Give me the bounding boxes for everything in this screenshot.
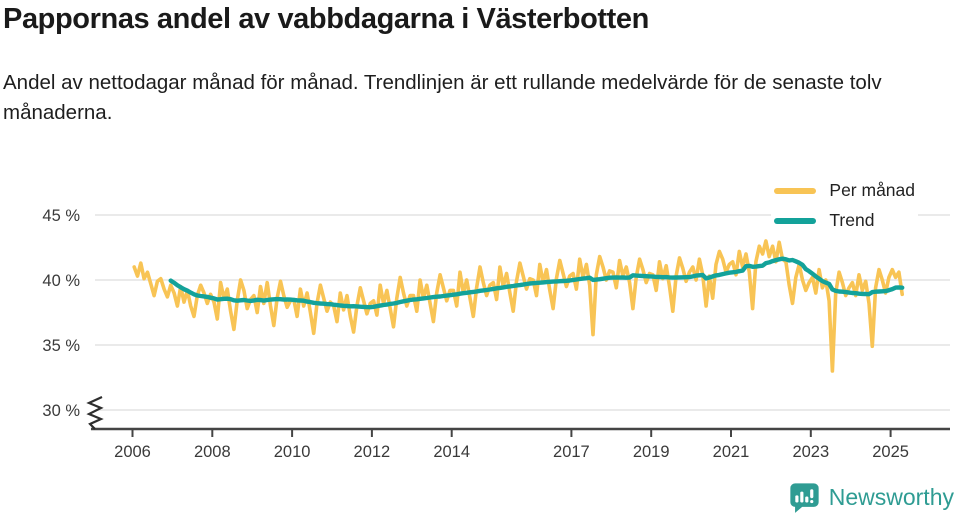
- y-axis-label-40: 40 %: [42, 272, 80, 290]
- trend-line: [168, 256, 905, 310]
- legend-label: Trend: [829, 210, 875, 230]
- newsworthy-chart-bubble-icon: [790, 483, 819, 513]
- legend-item-trend: Trend: [771, 208, 918, 233]
- x-axis-label-2019: 2019: [633, 443, 670, 461]
- x-axis-label-2008: 2008: [194, 443, 231, 461]
- line-swatch-yellow-icon: [774, 187, 817, 194]
- brand-name: Newsworthy: [828, 484, 954, 510]
- legend-label: Per månad: [829, 180, 915, 200]
- per-manad-line: [132, 239, 905, 373]
- x-axis-label-2021: 2021: [713, 443, 750, 461]
- y-axis-label-45: 45 %: [42, 207, 80, 225]
- legend-item-per-manad: Per månad: [771, 178, 918, 203]
- x-axis-label-2025: 2025: [872, 443, 909, 461]
- line-swatch-teal-icon: [774, 217, 817, 224]
- chart-legend: Per månad Trend: [771, 178, 918, 233]
- x-axis-label-2010: 2010: [274, 443, 311, 461]
- chart-subtitle: Andel av nettodagar månad för månad. Tre…: [3, 71, 882, 124]
- page-title: Pappornas andel av vabbdagarna i Västerb…: [3, 3, 649, 35]
- x-axis-label-2023: 2023: [792, 443, 829, 461]
- x-axis-label-2012: 2012: [354, 443, 391, 461]
- x-axis-label-2006: 2006: [114, 443, 151, 461]
- y-axis-label-35: 35 %: [42, 337, 80, 355]
- x-axis-label-2017: 2017: [553, 443, 590, 461]
- y-axis-label-30: 30 %: [42, 402, 80, 420]
- axis-break-icon: [86, 396, 104, 430]
- newsworthy-brand-link[interactable]: Newsworthy: [788, 481, 954, 514]
- x-axis-label-2014: 2014: [433, 443, 470, 461]
